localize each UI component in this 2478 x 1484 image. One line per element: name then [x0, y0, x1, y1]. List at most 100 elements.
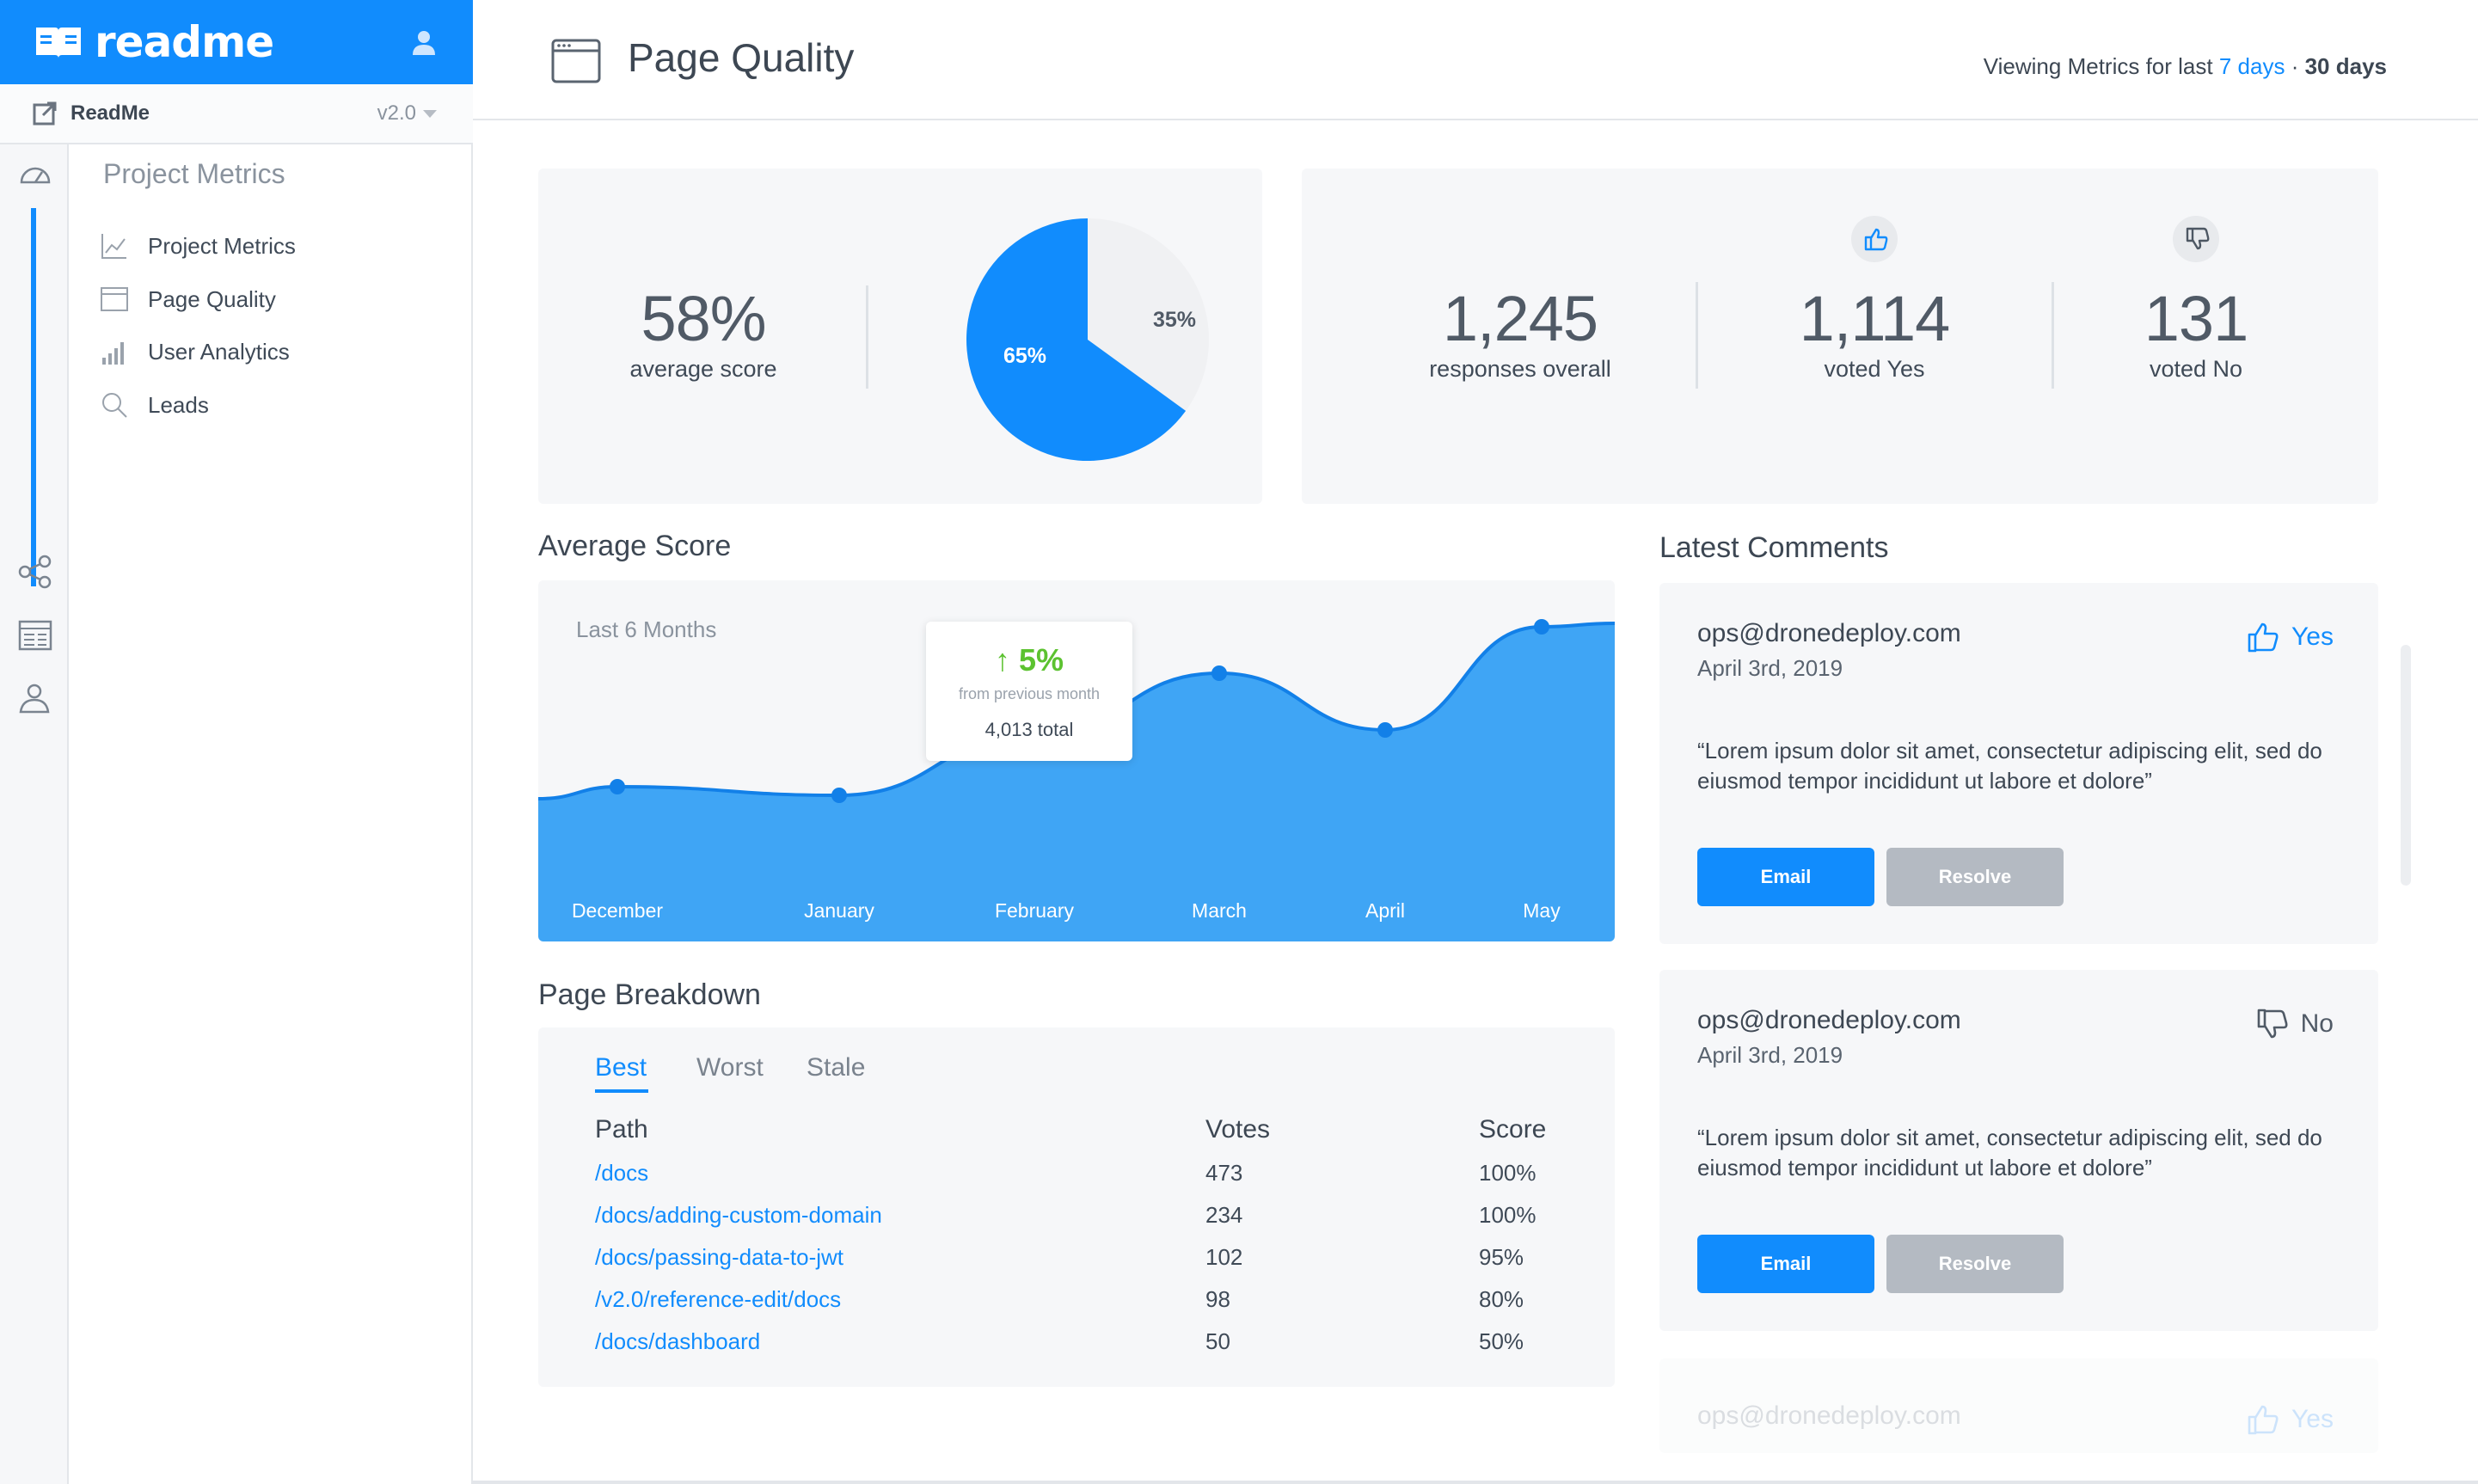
comment-text: “Lorem ipsum dolor sit amet, consectetur… — [1697, 1125, 2322, 1180]
arrow-up-icon: ↑ — [994, 642, 1010, 678]
sidebar-item-project-metrics[interactable]: Project Metrics — [100, 229, 296, 263]
divider — [2052, 282, 2054, 389]
votes-cell: 98 — [1205, 1286, 1230, 1312]
average-score-title: Average Score — [538, 530, 732, 562]
browser-window-icon — [551, 39, 601, 83]
responses-card: 1,245 responses overall 1,114 voted Yes … — [1302, 169, 2378, 504]
data-point[interactable] — [831, 788, 847, 803]
version-select[interactable]: v2.0 — [377, 101, 416, 125]
latest-comments-title: Latest Comments — [1659, 531, 1889, 564]
tab-best[interactable]: Best — [595, 1053, 647, 1082]
data-point[interactable] — [610, 779, 625, 794]
thumbs-up-icon — [2248, 1405, 2279, 1435]
comment-card-faded: ops@dronedeploy.com Yes — [1659, 1358, 2378, 1453]
column-header-score: Score — [1479, 1115, 1547, 1144]
chevron-down-icon[interactable] — [423, 110, 437, 118]
bottom-border — [473, 1481, 2478, 1484]
comment-card: ops@dronedeploy.com April 3rd, 2019 No “… — [1659, 970, 2378, 1331]
tab-stale[interactable]: Stale — [807, 1053, 866, 1082]
sidebar-item-user-analytics[interactable]: User Analytics — [100, 334, 290, 369]
page-breakdown-card: Best Worst Stale Path Votes Score /docs … — [538, 1027, 1615, 1387]
responses-total-label: responses overall — [1429, 356, 1611, 382]
comment-vote-label: Yes — [2291, 1405, 2334, 1433]
sidebar-nav: Project Metrics Project Metrics Page Qua… — [69, 144, 471, 660]
range-30-days-link[interactable]: 30 days — [2304, 53, 2387, 79]
resolve-button[interactable]: Resolve — [1886, 1235, 2064, 1293]
comment-date: April 3rd, 2019 — [1697, 655, 1843, 681]
data-point[interactable] — [1377, 722, 1393, 738]
comment-vote: Yes — [2247, 1403, 2334, 1436]
average-score-value: 58% — [641, 283, 766, 354]
range-7-days-link[interactable]: 7 days — [2218, 53, 2285, 79]
path-link[interactable]: /docs/dashboard — [595, 1328, 761, 1354]
resolve-button[interactable]: Resolve — [1886, 848, 2064, 906]
path-link[interactable]: /v2.0/reference-edit/docs — [595, 1286, 842, 1312]
path-link[interactable]: /docs/passing-data-to-jwt — [595, 1244, 844, 1270]
dashboard-gauge-icon[interactable] — [17, 156, 53, 193]
users-icon[interactable] — [17, 681, 53, 717]
nav-section-title: Project Metrics — [103, 158, 285, 189]
thumbs-up-icon — [2248, 622, 2279, 653]
column-header-votes: Votes — [1205, 1115, 1271, 1144]
page-header: Page Quality Viewing Metrics for last 7 … — [473, 0, 2478, 120]
chart-tooltip: ↑ 5% from previous month 4,013 total — [926, 622, 1132, 761]
score-cell: 95% — [1479, 1244, 1524, 1270]
comment-vote-label: No — [2300, 1009, 2334, 1038]
sidebar-item-page-quality[interactable]: Page Quality — [100, 282, 276, 316]
pie-negative-label: 35% — [1153, 308, 1196, 332]
path-link[interactable]: /docs/adding-custom-domain — [595, 1202, 882, 1228]
readme-logo-icon[interactable] — [33, 22, 84, 62]
metrics-range: Viewing Metrics for last 7 days · 30 day… — [1984, 53, 2387, 80]
email-button[interactable]: Email — [1697, 848, 1874, 906]
comment-card: ops@dronedeploy.com April 3rd, 2019 Yes … — [1659, 583, 2378, 944]
reference-doc-icon[interactable] — [17, 617, 53, 653]
x-axis-tick-label: December — [572, 899, 663, 922]
user-icon[interactable] — [411, 29, 437, 57]
votes-cell: 234 — [1205, 1202, 1243, 1228]
x-axis-tick-label: March — [1192, 899, 1247, 922]
tooltip-change-value: 5% — [1018, 642, 1064, 678]
x-axis-tick-label: February — [995, 899, 1075, 922]
comment-date: April 3rd, 2019 — [1697, 1042, 1843, 1068]
tooltip-change: ↑ 5% — [926, 642, 1132, 678]
external-link-icon[interactable] — [33, 101, 57, 126]
thumbs-down-icon — [2173, 216, 2219, 262]
score-cell: 50% — [1479, 1328, 1524, 1354]
votes-cell: 102 — [1205, 1244, 1243, 1270]
share-nodes-icon[interactable] — [17, 554, 53, 590]
comments-scrollbar[interactable] — [2401, 645, 2411, 886]
range-separator: · — [2291, 53, 2299, 79]
path-link[interactable]: /docs — [595, 1160, 649, 1186]
brand-bar: readme — [0, 0, 473, 84]
x-axis-tick-label: April — [1365, 899, 1405, 922]
comment-vote: Yes — [2247, 621, 2334, 653]
data-point[interactable] — [1211, 665, 1227, 681]
pie-slice-positive — [966, 218, 1187, 461]
sidebar-item-label: Leads — [148, 391, 209, 418]
active-indicator — [31, 208, 36, 586]
project-name: ReadMe — [71, 101, 150, 125]
sidebar-item-leads[interactable]: Leads — [100, 388, 209, 422]
comment-email: ops@dronedeploy.com — [1697, 619, 1961, 647]
page-title: Page Quality — [628, 35, 855, 80]
tab-worst[interactable]: Worst — [696, 1053, 764, 1082]
project-selector[interactable]: ReadMe v2.0 — [0, 84, 473, 144]
chart-range-label: Last 6 Months — [576, 616, 717, 642]
page-breakdown-title: Page Breakdown — [538, 978, 761, 1011]
average-score-chart: December January February March April May Las… — [538, 580, 1615, 941]
comment-email: ops@dronedeploy.com — [1697, 1006, 1961, 1034]
score-pie-chart: 35% 65% — [966, 218, 1209, 461]
browser-window-icon — [101, 287, 128, 311]
voted-yes-label: voted Yes — [1824, 356, 1925, 382]
email-button[interactable]: Email — [1697, 1235, 1874, 1293]
pie-positive-label: 65% — [1003, 344, 1046, 368]
line-chart-icon — [101, 234, 126, 259]
x-axis-tick-label: May — [1523, 899, 1561, 922]
data-point[interactable] — [1534, 619, 1549, 635]
voted-no-label: voted No — [2149, 356, 2243, 382]
votes-cell: 50 — [1205, 1328, 1230, 1354]
average-score-label: average score — [629, 356, 777, 382]
sidebar-item-label: Page Quality — [148, 285, 276, 312]
responses-total-value: 1,245 — [1442, 283, 1598, 354]
brand-name[interactable]: readme — [95, 17, 274, 67]
